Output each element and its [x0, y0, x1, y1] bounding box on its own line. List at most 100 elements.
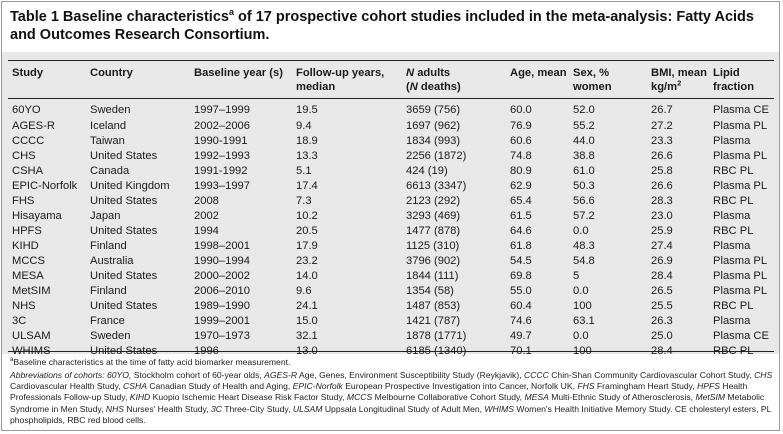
abbreviation-code: CHS	[754, 370, 773, 380]
abbreviation-item: CHS Cardiovascular Health Study,	[10, 370, 772, 391]
abbreviation-meaning: Age, Genes, Environment Susceptibility S…	[297, 370, 524, 380]
cell-sex: 63.1	[573, 315, 595, 327]
abbreviation-meaning: Women's Health Initiative Memory Study. …	[10, 403, 772, 425]
cell-n: 1844 (111)	[406, 270, 459, 282]
header-bmi-superscript: 2	[677, 78, 682, 88]
cell-lipid: Plasma	[713, 315, 751, 327]
cell-follow: 18.9	[296, 135, 318, 147]
cell-bmi: 27.2	[651, 120, 673, 132]
cell-n: 1477 (878)	[406, 225, 461, 237]
cell-year: 1997–1999	[194, 103, 250, 116]
abbreviation-meaning: Metabolic Syndrome in Men Study,	[10, 392, 765, 414]
abbreviation-meaning: Framingham Heart Study,	[594, 381, 698, 392]
cell-n: 2256 (1872)	[406, 150, 467, 162]
header-baseline-year: Baseline year (s)	[194, 67, 283, 79]
cell-study: MESA	[12, 270, 44, 282]
cell-year: 1998–2001	[194, 240, 250, 252]
cell-bmi: 27.4	[651, 240, 673, 252]
table-row: 3C France 1999–2001 15.0 1421 (787) 74.6 63.1 2…	[8, 314, 774, 329]
cell-country: Sweden	[90, 103, 131, 116]
abbreviation-item: CCCC Chin-Shan Community Cardiovascular …	[524, 370, 754, 380]
cell-follow: 19.5	[296, 103, 318, 116]
abbreviation-code: MESA	[524, 392, 549, 403]
cell-n: 1834 (993)	[406, 135, 461, 147]
cell-n: 2123 (292)	[406, 195, 461, 207]
cell-lipid: Plasma PL	[713, 270, 768, 282]
abbreviation-item: WHIMS Women's Health Initiative Memory S…	[10, 404, 771, 425]
cell-bmi: 23.3	[651, 135, 673, 147]
cell-study: ULSAM	[12, 330, 51, 342]
cell-country: Taiwan	[90, 135, 125, 147]
cell-n: 1697 (962)	[406, 120, 461, 132]
cell-year: 1994	[194, 225, 219, 237]
cell-bmi: 25.9	[651, 225, 673, 237]
table-row: MetSIM Finland 2006–2010 9.6 1354 (58) 55.0 0.…	[8, 284, 774, 299]
cell-year: 2006–2010	[194, 285, 250, 297]
cell-age: 62.9	[510, 180, 532, 192]
abbreviation-code: HPFS	[697, 381, 720, 392]
abbreviation-code: MCCS	[346, 392, 373, 403]
title-prefix: Table 1 Baseline characteristics	[10, 9, 229, 25]
cell-sex: 57.2	[573, 210, 595, 222]
cell-lipid: Plasma	[713, 240, 751, 252]
cell-year: 1999–2001	[194, 315, 250, 327]
abbreviation-code: KIHD	[129, 392, 151, 403]
table-row: FHS United States 2008 7.3 2123 (292) 65.4 56.…	[8, 194, 774, 209]
abbreviation-item: NHS Nurses' Health Study,	[106, 404, 211, 414]
cell-study: Hisayama	[12, 210, 62, 222]
table-row: MCCS Australia 1990–1994 23.2 3796 (902) 54.5…	[8, 254, 774, 269]
cell-age: 80.9	[510, 165, 532, 177]
rule-bottom	[8, 351, 774, 352]
cell-follow: 9.4	[296, 120, 312, 132]
cell-sex: 100	[573, 345, 592, 357]
cell-country: United States	[90, 300, 158, 312]
cell-sex: 38.8	[573, 150, 595, 162]
abbreviation-meaning: Three-City Study,	[222, 403, 293, 414]
cell-age: 74.8	[510, 150, 532, 162]
table-row: CHS United States 1992–1993 13.3 2256 (1872)…	[8, 149, 774, 164]
abbreviation-meaning: Stockholm cohort of 60-year olds,	[131, 370, 265, 380]
cell-bmi: 28.4	[651, 345, 673, 357]
cell-bmi: 26.5	[651, 285, 673, 297]
header-study: Study	[12, 67, 44, 79]
cell-study: CHS	[12, 150, 36, 162]
cell-age: 70.1	[510, 345, 532, 357]
abbreviation-code: AGES-R	[264, 370, 298, 380]
cell-sex: 56.6	[573, 195, 595, 207]
cell-lipid: Plasma	[713, 210, 751, 222]
abbreviation-item: KIHD Kuopio Ischemic Heart Disease Risk …	[130, 392, 347, 402]
abbreviation-item: HPFS Health Professionals Follow-up Stud…	[10, 381, 747, 402]
abbreviation-code: MetSIM	[695, 392, 726, 403]
cell-country: United States	[90, 150, 158, 162]
cell-n: 6613 (3347)	[406, 180, 467, 192]
abbreviation-meaning: Melbourne Collaborative Cohort Study,	[372, 392, 525, 403]
cell-age: 69.8	[510, 270, 532, 282]
cell-follow: 10.2	[296, 210, 318, 222]
cell-lipid: Plasma PL	[713, 255, 768, 267]
header-bmi: BMI, mean kg/m2	[647, 62, 709, 98]
cell-study: CCCC	[12, 135, 45, 147]
cell-lipid: Plasma PL	[713, 120, 768, 132]
cell-study: WHIMS	[12, 345, 51, 357]
cell-study: AGES-R	[12, 120, 55, 132]
header-follow-up: Follow-up years, median	[296, 67, 385, 93]
cell-age: 61.8	[510, 240, 532, 252]
table-row: CCCC Taiwan 1990-1991 18.9 1834 (993) 60.6 44.…	[8, 134, 774, 149]
cell-sex: 0.0	[573, 225, 589, 237]
abbreviation-code: 3C	[211, 403, 222, 414]
cell-bmi: 26.3	[651, 315, 673, 327]
cell-sex: 5	[573, 270, 580, 282]
abbreviation-meaning: European Prospective Investigation into …	[342, 381, 578, 392]
cell-study: MCCS	[12, 255, 45, 267]
cell-follow: 24.1	[296, 300, 318, 312]
cell-age: 74.6	[510, 315, 532, 327]
abbreviations-note: Abbreviations of cohorts: 60YO, Stockhol…	[10, 370, 774, 426]
cell-n: 1354 (58)	[406, 285, 454, 297]
cell-age: 55.0	[510, 285, 532, 297]
cell-bmi: 26.6	[651, 180, 673, 192]
cell-follow: 17.4	[296, 180, 318, 192]
abbreviation-code: CCCC	[524, 370, 549, 380]
cell-study: EPIC-Norfolk	[12, 180, 78, 192]
cell-n: 3796 (902)	[406, 255, 461, 267]
rule-top	[8, 60, 774, 61]
